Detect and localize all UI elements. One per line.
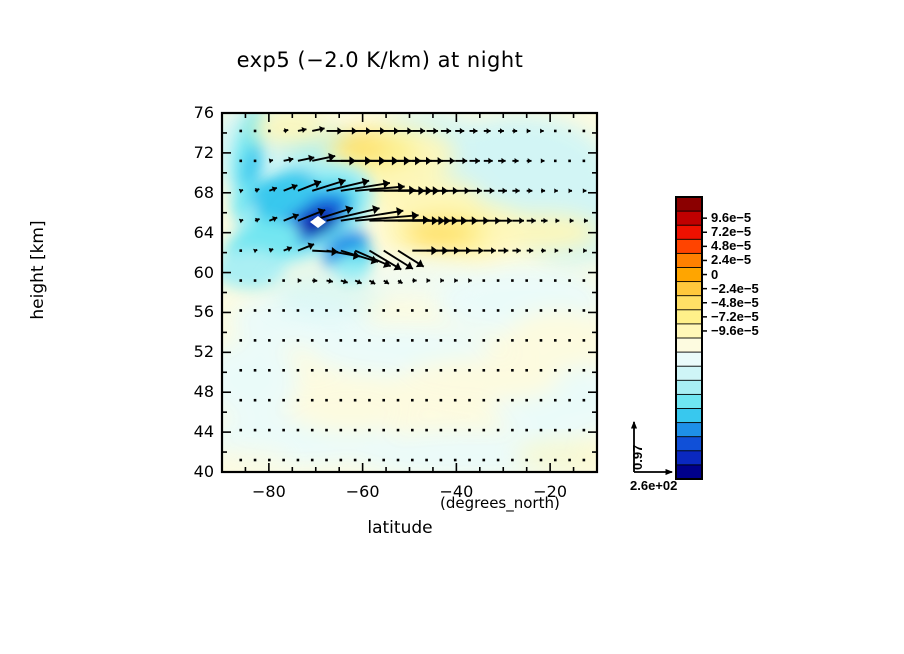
page-title: exp5 (−2.0 K/km) at night (236, 48, 524, 72)
extremum-marker (310, 216, 326, 228)
y-tick-label: 64 (193, 222, 214, 242)
y-tick-label: 44 (193, 422, 214, 442)
colorbar-tick-label: −9.6e−5 (711, 322, 759, 338)
vector-key (630, 420, 674, 476)
colorbar-tick-label: 9.6e−5 (711, 210, 752, 226)
vector-key-horizontal-label: 2.6e+02 (630, 478, 678, 493)
vector-field (238, 125, 588, 462)
x-tick-label: −80 (251, 482, 286, 501)
colorbar-tick-label: −4.8e−5 (711, 294, 759, 310)
colorbar (675, 196, 707, 480)
y-tick-label: 56 (193, 302, 214, 322)
y-tick-label: 60 (193, 262, 214, 282)
y-tick-label: 68 (193, 182, 214, 202)
field-contours (222, 113, 597, 472)
vector-key-vertical-label: 0.97 (630, 444, 645, 470)
colorbar-tick-label: −2.4e−5 (711, 280, 759, 296)
axis-ticks (222, 112, 597, 473)
x-axis-units: (degrees_north) (440, 494, 560, 512)
colorbar-tick-label: 2.4e−5 (711, 252, 752, 268)
x-tick-label: −40 (439, 482, 474, 501)
y-tick-label: 52 (193, 342, 214, 362)
x-tick-label: −60 (345, 482, 380, 501)
colorbar-tick-label: 4.8e−5 (711, 238, 752, 254)
x-tick-label: −20 (533, 482, 567, 501)
y-tick-label: 72 (193, 142, 214, 162)
y-tick-label: 48 (193, 382, 214, 402)
colorbar-tick-label: −7.2e−5 (711, 308, 759, 324)
x-axis-label: latitude (367, 518, 433, 538)
y-tick-label: 76 (193, 103, 214, 122)
y-tick-label: 40 (193, 462, 214, 481)
colorbar-tick-label: 0 (711, 266, 719, 282)
colorbar-tick-label: 7.2e−5 (711, 224, 752, 240)
